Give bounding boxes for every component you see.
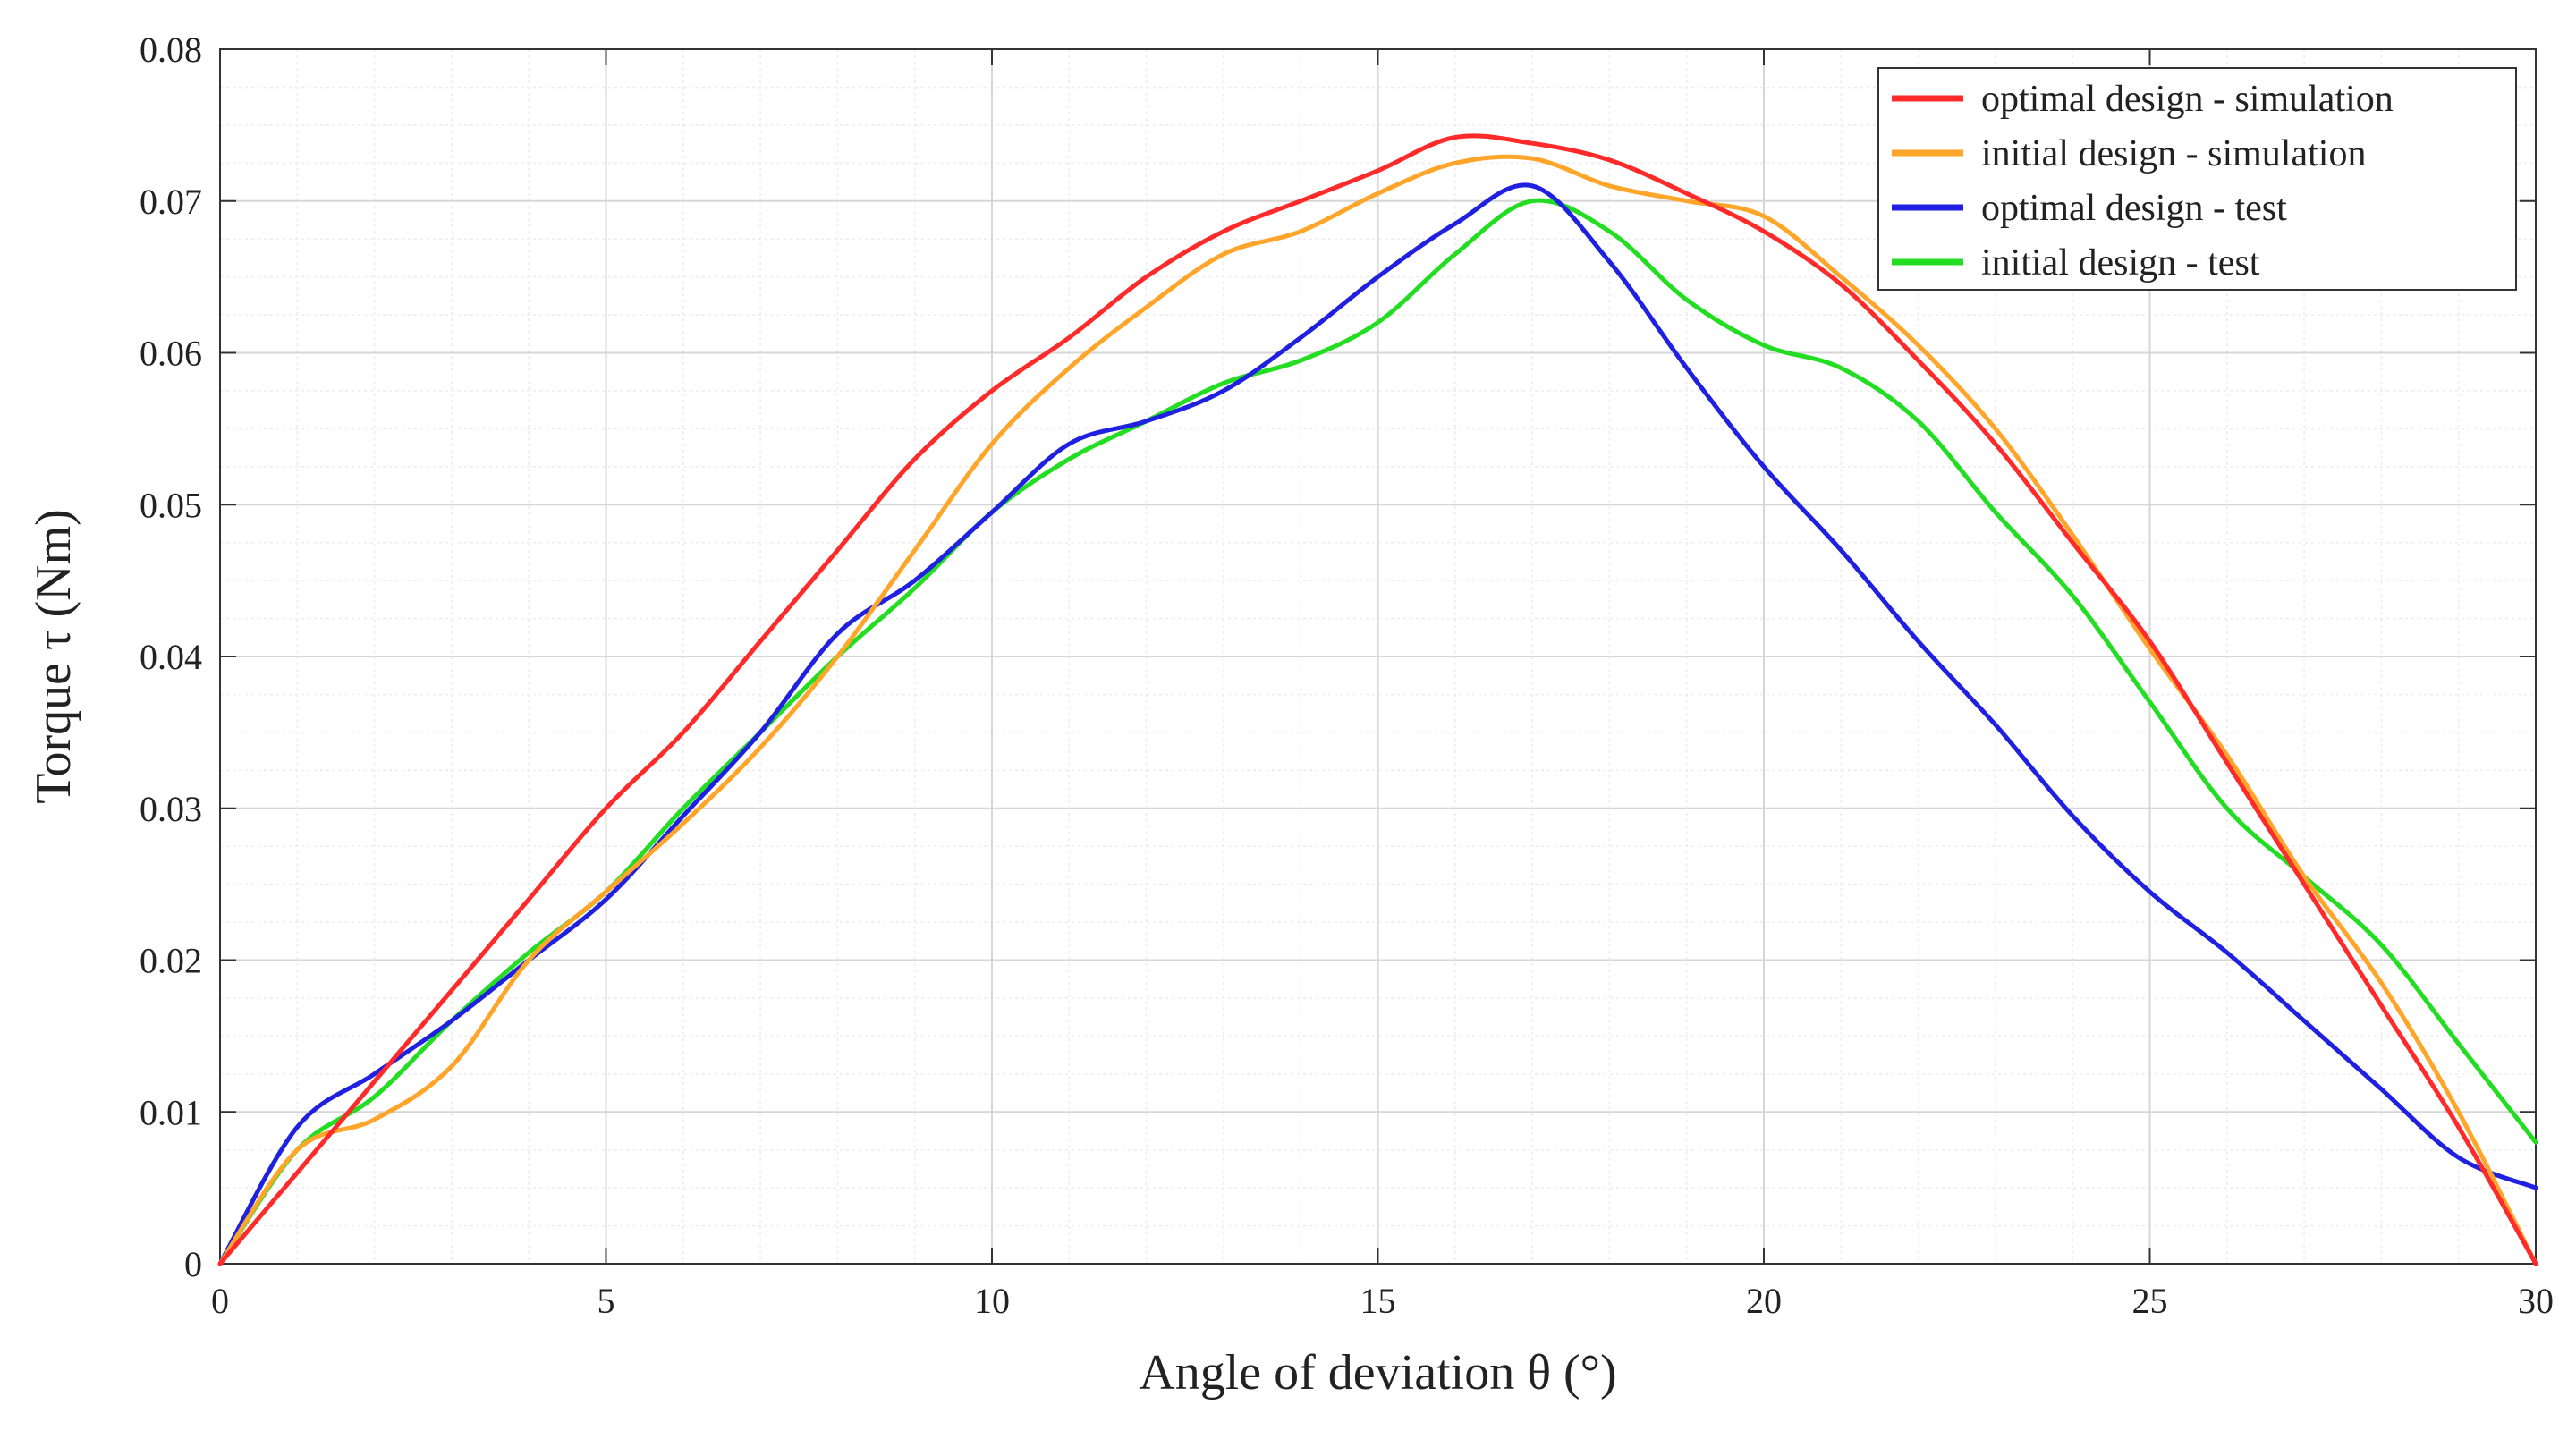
series-layer: [217, 133, 2538, 1266]
series-line-optimal-simulation: [217, 133, 2538, 1266]
legend-label-initial-simulation: initial design - simulation: [1981, 133, 2366, 174]
axis-ticks: [219, 48, 2537, 1265]
legend-label-optimal-test: optimal design - test: [1981, 188, 2287, 229]
y-tick-labels: 0 0.01 0.02 0.03 0.04 0.05 0.06 0.07 0.08: [140, 30, 202, 1284]
y-tick-label: 0: [184, 1244, 202, 1284]
x-tick-label: 25: [2132, 1281, 2168, 1321]
legend-box: [1877, 67, 2517, 291]
y-tick-label: 0.06: [140, 334, 202, 374]
y-tick-label: 0.02: [140, 941, 202, 981]
y-tick-label: 0.07: [140, 182, 202, 222]
x-tick-label: 30: [2518, 1281, 2554, 1321]
x-tick-label: 0: [211, 1281, 229, 1321]
series-line-optimal-test: [217, 182, 2538, 1266]
y-axis-label: Torque τ (Nm): [26, 509, 81, 804]
x-tick-label: 20: [1746, 1281, 1782, 1321]
x-tick-labels: 0 5 10 15 20 25 30: [211, 1281, 2554, 1321]
y-tick-label: 0.01: [140, 1092, 202, 1132]
x-tick-label: 5: [597, 1281, 615, 1321]
x-axis-label: Angle of deviation θ (°): [1139, 1345, 1616, 1401]
x-tick-label: 10: [974, 1281, 1010, 1321]
legend-label-optimal-simulation: optimal design - simulation: [1981, 79, 2394, 120]
x-tick-label: 15: [1360, 1281, 1396, 1321]
y-tick-label: 0.03: [140, 789, 202, 829]
y-tick-label: 0.04: [140, 637, 202, 677]
legend-label-initial-test: initial design - test: [1981, 242, 2260, 284]
y-tick-label: 0.08: [140, 30, 202, 70]
legend: optimal design - simulation initial desig…: [1877, 67, 2517, 291]
y-tick-label: 0.05: [140, 485, 202, 525]
